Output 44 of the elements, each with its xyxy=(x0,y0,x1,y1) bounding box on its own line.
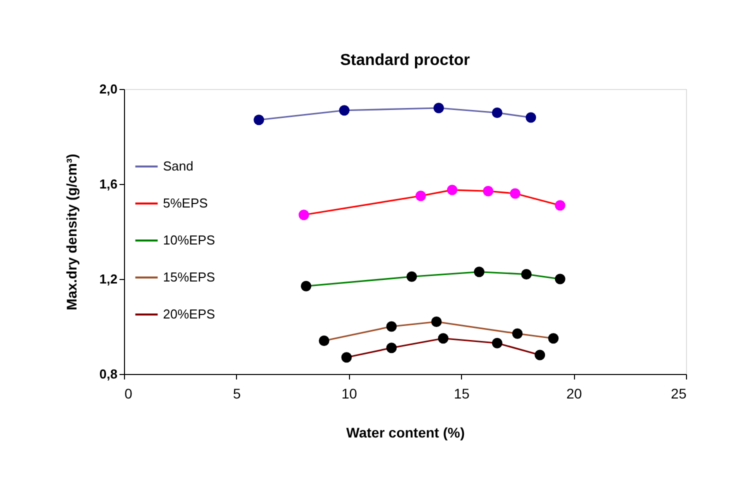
y-tick-label: 1,6 xyxy=(99,176,118,192)
x-axis-title: Water content (%) xyxy=(346,424,465,440)
point xyxy=(339,105,350,116)
x-tick-label: 0 xyxy=(124,386,132,402)
point xyxy=(386,321,397,332)
point xyxy=(554,200,566,211)
point xyxy=(300,280,312,292)
point xyxy=(548,333,559,344)
point xyxy=(433,102,444,114)
point xyxy=(492,338,502,348)
x-tick-label: 20 xyxy=(566,386,582,402)
point xyxy=(431,316,442,327)
point xyxy=(482,186,494,196)
legend-label: 5%EPS xyxy=(163,196,208,210)
point xyxy=(526,112,536,123)
point xyxy=(318,336,330,346)
y-tick-label: 2,0 xyxy=(99,82,118,96)
point xyxy=(415,190,426,202)
point xyxy=(446,184,458,196)
chart-title: Standard proctor xyxy=(340,52,470,69)
point xyxy=(512,328,523,339)
point xyxy=(386,342,397,354)
legend-label: 15%EPS xyxy=(163,270,216,284)
point xyxy=(534,350,546,360)
x-tick-label: 10 xyxy=(342,386,358,402)
y-tick-label: 0,8 xyxy=(99,366,118,382)
point xyxy=(554,274,566,284)
point xyxy=(341,352,352,363)
point xyxy=(254,114,264,126)
point xyxy=(438,333,448,344)
x-tick-label: 25 xyxy=(670,386,687,402)
x-tick-label: 15 xyxy=(454,386,470,402)
legend-label: Sand xyxy=(163,158,194,174)
point xyxy=(521,269,532,280)
point xyxy=(474,266,484,278)
legend-label: 10%EPS xyxy=(163,232,216,248)
x-tick-label: 5 xyxy=(233,386,241,402)
point xyxy=(510,188,520,199)
y-axis-title: Max.dry density (g/cm³) xyxy=(63,154,80,310)
legend-label: 20%EPS xyxy=(163,306,216,322)
y-tick-label: 1,2 xyxy=(99,272,118,286)
point xyxy=(492,108,502,118)
point xyxy=(298,210,310,220)
point xyxy=(406,271,417,282)
